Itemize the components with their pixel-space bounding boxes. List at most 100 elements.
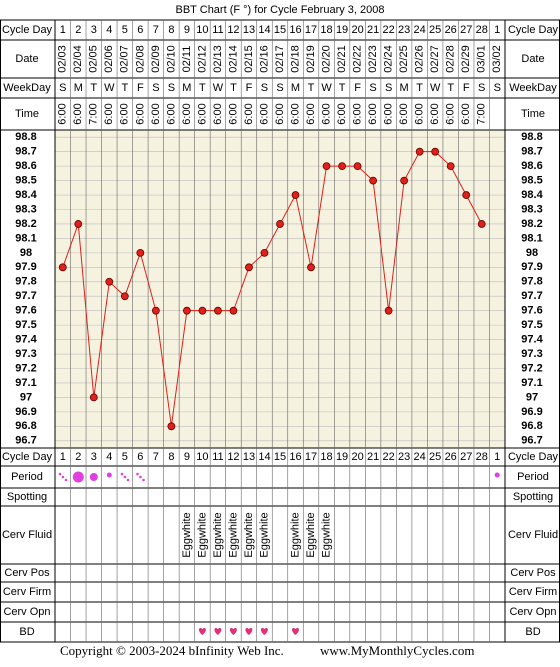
weekday: T — [339, 82, 346, 94]
cycle-day: 5 — [122, 24, 128, 36]
row-label: Period — [517, 471, 549, 483]
date: 02/20 — [320, 45, 332, 73]
temp-point — [384, 306, 393, 315]
y-tick-label: 98 — [526, 247, 538, 259]
row-label: Cycle Day — [508, 451, 559, 463]
temp-point — [415, 147, 424, 156]
weekday: S — [168, 82, 175, 94]
time: 6:00 — [57, 103, 69, 124]
temp-point — [74, 220, 83, 228]
y-tick-label: 97.5 — [521, 319, 542, 331]
date: 02/23 — [367, 45, 379, 73]
cycle-day: 11 — [212, 24, 223, 36]
y-tick-label: 98 — [20, 247, 32, 259]
chart-title: BBT Chart (F °) for Cycle February 3, 20… — [176, 4, 385, 16]
cerv-fluid: Eggwhite — [289, 512, 301, 557]
weekday: W — [430, 82, 441, 94]
y-tick-label: 97.8 — [15, 276, 36, 288]
row-label: Cerv Firm — [3, 586, 51, 598]
temp-point — [136, 248, 145, 257]
cycle-day: 15 — [274, 24, 286, 36]
cycle-day: 14 — [258, 24, 270, 36]
temp-point — [89, 393, 98, 402]
time: 6:00 — [445, 103, 457, 124]
temp-point — [120, 292, 129, 301]
y-tick-label: 98.8 — [521, 131, 542, 143]
time: 6:00 — [258, 103, 270, 124]
date: 02/25 — [398, 45, 410, 73]
footer-site: www.MyMonthlyCycles.com — [320, 643, 474, 658]
row-label: Date — [15, 53, 38, 65]
cycle-day: 17 — [305, 24, 317, 36]
date: 02/13 — [212, 45, 224, 73]
weekday: W — [321, 82, 332, 94]
cycle-day: 27 — [460, 24, 472, 36]
time: 6:00 — [243, 103, 255, 124]
temp-point — [260, 248, 269, 257]
y-tick-label: 98.1 — [521, 232, 542, 244]
time: 6:00 — [305, 103, 317, 124]
cerv-fluid: Eggwhite — [305, 512, 317, 557]
temp-point — [291, 191, 300, 199]
time: 6:00 — [119, 103, 131, 124]
cycle-day: 6 — [137, 451, 143, 463]
y-tick-label: 97.8 — [521, 276, 542, 288]
weekday: S — [385, 82, 392, 94]
y-tick-label: 97 — [526, 391, 538, 403]
time: 6:00 — [150, 103, 162, 124]
date: 02/04 — [72, 45, 84, 73]
weekday: T — [121, 82, 128, 94]
weekday: F — [354, 82, 361, 94]
cycle-day: 7 — [153, 451, 159, 463]
y-tick-label: 97.7 — [15, 290, 36, 302]
date: 02/18 — [289, 45, 301, 73]
weekday: T — [447, 82, 454, 94]
temp-point — [338, 162, 346, 171]
y-tick-label: 97.3 — [15, 348, 36, 360]
cycle-day: 4 — [106, 24, 112, 36]
cycle-day: 16 — [289, 24, 301, 36]
date: 02/28 — [445, 45, 457, 73]
y-tick-label: 98.1 — [15, 232, 36, 244]
date: 02/15 — [243, 45, 255, 73]
weekday: S — [276, 82, 283, 94]
row-label: Period — [11, 471, 43, 483]
cerv-fluid: Eggwhite — [320, 512, 332, 557]
cycle-day: 1 — [60, 451, 66, 463]
cycle-day: 24 — [414, 24, 426, 36]
cycle-day: 20 — [351, 24, 363, 36]
cycle-day: 23 — [398, 24, 410, 36]
row-label: WeekDay — [509, 82, 557, 94]
time: 6:00 — [320, 103, 332, 124]
temp-point — [477, 220, 486, 228]
row-label: Cerv Firm — [509, 586, 557, 598]
cycle-day: 1 — [60, 24, 66, 36]
date: 02/12 — [196, 45, 208, 73]
weekday: M — [400, 82, 409, 94]
cycle-day: 10 — [196, 451, 208, 463]
cycle-day: 10 — [196, 24, 208, 36]
temp-point — [400, 176, 409, 185]
cycle-day: 21 — [367, 24, 379, 36]
row-label: Date — [521, 53, 544, 65]
time: 6:00 — [289, 103, 301, 124]
date: 02/05 — [88, 45, 100, 73]
y-tick-label: 97.4 — [521, 333, 543, 345]
temp-point — [58, 263, 67, 272]
temp-point — [307, 263, 315, 272]
cycle-day: 12 — [227, 24, 239, 36]
cycle-day: 15 — [274, 451, 286, 463]
time: 6:00 — [414, 103, 426, 124]
cycle-day: 22 — [382, 451, 394, 463]
y-tick-label: 98.2 — [15, 218, 36, 230]
cycle-day: 26 — [445, 451, 457, 463]
cycle-day: 25 — [429, 24, 441, 36]
temp-point — [229, 306, 238, 315]
y-tick-label: 97.6 — [15, 305, 36, 317]
cycle-day: 19 — [336, 24, 348, 36]
weekday: W — [104, 82, 115, 94]
row-label: WeekDay — [3, 82, 51, 94]
row-label: Cycle Day — [2, 24, 53, 36]
time: 6:00 — [429, 103, 441, 124]
